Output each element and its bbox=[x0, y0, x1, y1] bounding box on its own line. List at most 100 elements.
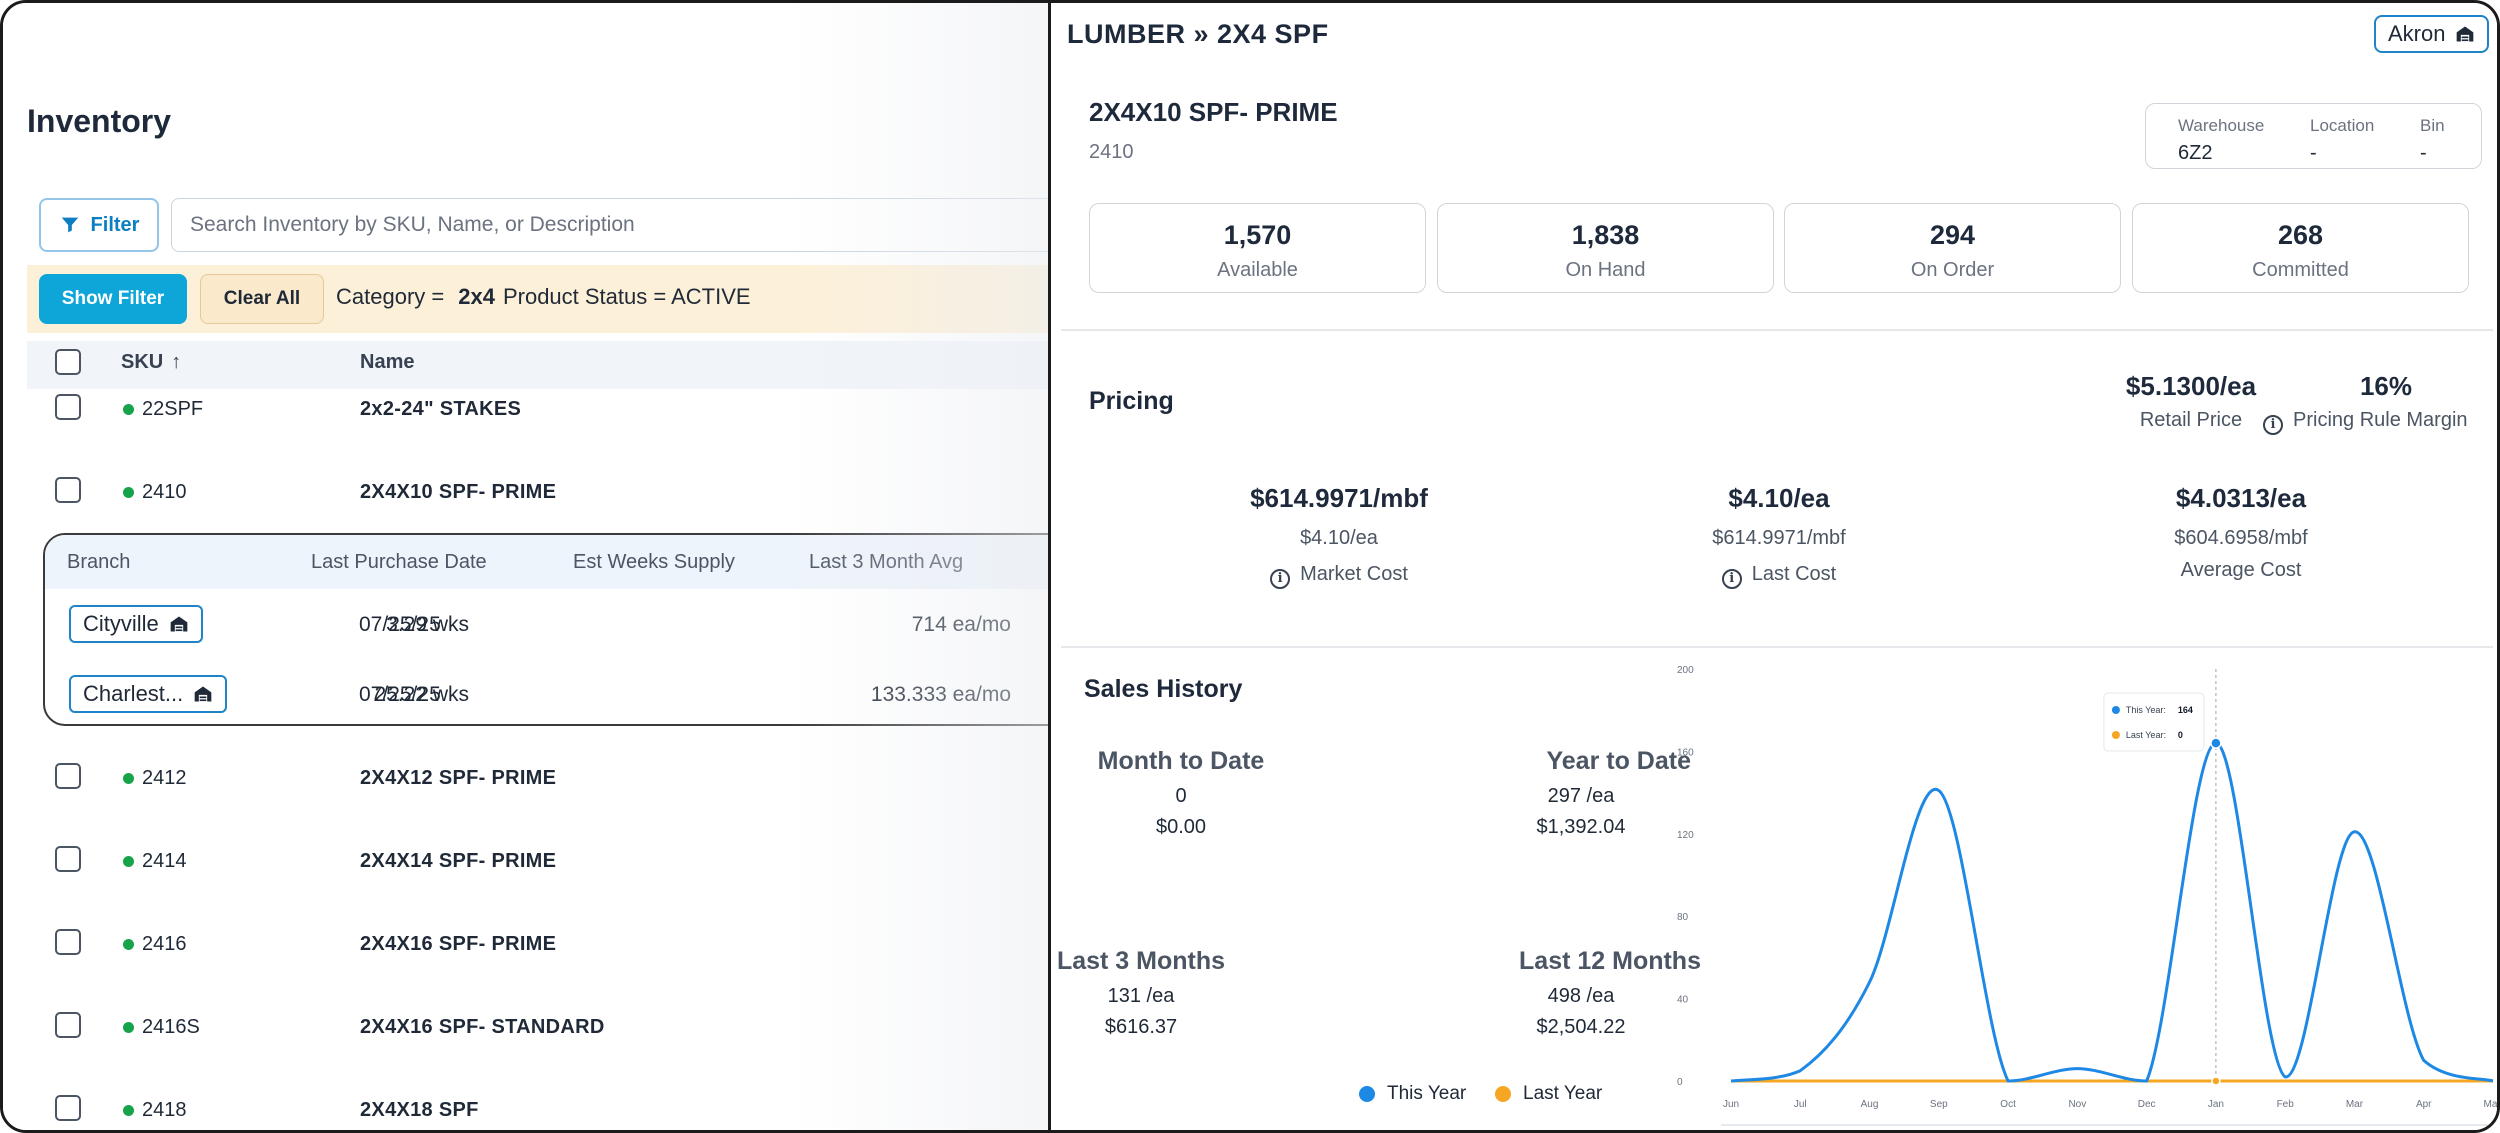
filter-chips[interactable]: Category = 2x4 Product Status = ACTIVE bbox=[336, 284, 751, 310]
x-tick-label: Nov bbox=[2068, 1099, 2086, 1110]
clear-all-button[interactable]: Clear All bbox=[200, 274, 324, 324]
l12m-amount: $2,504.22 bbox=[1536, 1016, 1626, 1038]
search-placeholder: Search Inventory by SKU, Name, or Descri… bbox=[190, 213, 635, 236]
category-filter-value: 2x4 bbox=[458, 284, 495, 309]
location-value: - bbox=[2310, 142, 2317, 164]
table-row[interactable]: 2416S 2X4X16 SPF- STANDARD bbox=[27, 1012, 1048, 1072]
search-input[interactable]: Search Inventory by SKU, Name, or Descri… bbox=[171, 198, 1048, 252]
y-tick-label: 0 bbox=[1677, 1077, 1683, 1088]
margin-label: Pricing Rule Margin bbox=[2293, 409, 2468, 431]
branch-row[interactable]: Charlest... 07/25/25 25.22 wks 133.333 e… bbox=[45, 675, 1048, 724]
row-name: 2X4X12 SPF- PRIME bbox=[360, 767, 557, 789]
this-year-highlight-point bbox=[2210, 737, 2222, 749]
row-checkbox[interactable] bbox=[55, 763, 81, 789]
last-year-highlight-point bbox=[2211, 1076, 2221, 1086]
filter-button[interactable]: Filter bbox=[39, 198, 159, 252]
info-icon[interactable]: i bbox=[1721, 568, 1742, 589]
row-checkbox[interactable] bbox=[55, 394, 81, 420]
sort-up-icon: ↑ bbox=[171, 351, 182, 373]
y-tick-label: 40 bbox=[1677, 995, 1689, 1006]
x-tick-label: May bbox=[2484, 1099, 2500, 1110]
row-checkbox[interactable] bbox=[55, 846, 81, 872]
branch-col-header: Branch bbox=[67, 551, 131, 573]
x-tick-label: Sep bbox=[1930, 1099, 1948, 1110]
branch-row[interactable]: Cityville 07/25/25 3.29 wks 714 ea/mo bbox=[45, 605, 1048, 665]
table-row[interactable]: 2410 2X4X10 SPF- PRIME bbox=[27, 477, 1048, 537]
sales-history-chart[interactable]: 0 40 80 120 160 200 Jun Jul Aug Sep Oct Nov Dec Jan Fe… bbox=[1661, 653, 2500, 1133]
bin-value: - bbox=[2420, 142, 2427, 164]
row-name: 2X4X18 SPF bbox=[360, 1099, 479, 1121]
sku-column-header[interactable]: SKU ↑ bbox=[121, 351, 181, 374]
last-purchase-date: 07/25/25 bbox=[359, 613, 441, 636]
row-checkbox[interactable] bbox=[55, 477, 81, 503]
mtd-label: Month to Date bbox=[1097, 747, 1265, 775]
stat-value: 268 bbox=[2277, 220, 2324, 250]
tooltip-this-year-value: 164 bbox=[2178, 705, 2193, 715]
tooltip-this-year-label: This Year: bbox=[2126, 705, 2166, 715]
warehouse-value: 6Z2 bbox=[2178, 142, 2213, 164]
row-name: 2X4X14 SPF- PRIME bbox=[360, 850, 557, 872]
status-dot-icon bbox=[123, 1105, 134, 1116]
branch-tag[interactable]: Cityville bbox=[69, 605, 203, 643]
last-cost-label-wrap[interactable]: i Last Cost bbox=[1619, 563, 1939, 589]
x-tick-label: Mar bbox=[2346, 1099, 2364, 1110]
last-cost-value: $4.10/ea bbox=[1728, 483, 1830, 513]
section-divider bbox=[1061, 329, 2493, 331]
page-title: Inventory bbox=[27, 103, 172, 139]
stat-label: On Hand bbox=[1565, 259, 1646, 281]
row-checkbox[interactable] bbox=[55, 1012, 81, 1038]
x-tick-label: Jul bbox=[1794, 1099, 1807, 1110]
sku-header-label: SKU bbox=[121, 351, 164, 373]
market-cost-value: $614.9971/mbf bbox=[1250, 483, 1428, 513]
x-tick-label: Jun bbox=[1723, 1099, 1739, 1110]
avg-col-header: Last 3 Month Avg bbox=[809, 551, 964, 573]
section-divider bbox=[1061, 646, 2493, 648]
row-checkbox[interactable] bbox=[55, 929, 81, 955]
stat-label: Available bbox=[1217, 259, 1298, 281]
filter-button-label: Filter bbox=[90, 213, 140, 236]
row-sku: 2414 bbox=[142, 850, 187, 872]
info-icon[interactable]: i bbox=[1270, 568, 1291, 589]
funnel-icon bbox=[61, 217, 78, 233]
branch-selector[interactable]: Akron bbox=[2374, 15, 2490, 53]
average-cost-sub: $604.6958/mbf bbox=[2174, 527, 2308, 549]
stat-label: On Order bbox=[1910, 259, 1995, 281]
legend-this-year[interactable]: This Year bbox=[1359, 1083, 1466, 1105]
branch-details-card: Branch Last Purchase Date Est Weeks Supp… bbox=[43, 533, 1048, 726]
margin-label-wrap[interactable]: i Pricing Rule Margin bbox=[2263, 409, 2497, 435]
status-dot-icon bbox=[123, 939, 134, 950]
pricing-title: Pricing bbox=[1089, 387, 1174, 415]
table-row[interactable]: 2416 2X4X16 SPF- PRIME bbox=[27, 929, 1048, 989]
legend-last-year[interactable]: Last Year bbox=[1495, 1083, 1602, 1105]
row-sku: 2416 bbox=[142, 933, 187, 955]
status-dot-icon bbox=[123, 773, 134, 784]
branch-selector-label: Akron bbox=[2388, 21, 2446, 46]
market-cost-label-wrap[interactable]: i Market Cost bbox=[1179, 563, 1499, 589]
location-label: Location bbox=[2310, 116, 2375, 135]
y-tick-label: 200 bbox=[1677, 665, 1694, 676]
status-dot-icon bbox=[123, 487, 134, 498]
l12m-qty: 498 /ea bbox=[1547, 985, 1615, 1007]
status-dot-icon bbox=[123, 404, 134, 415]
weeks-supply: 25.22 wks bbox=[374, 683, 469, 706]
table-row[interactable]: 22SPF 2x2-24" STAKES bbox=[27, 394, 1048, 454]
row-checkbox[interactable] bbox=[55, 1095, 81, 1121]
branch-tag[interactable]: Charlest... bbox=[69, 675, 228, 713]
ytd-label: Year to Date bbox=[1546, 747, 1691, 775]
info-icon[interactable]: i bbox=[2263, 414, 2283, 435]
x-tick-label: Dec bbox=[2138, 1099, 2156, 1110]
product-name: 2X4X10 SPF- PRIME bbox=[1089, 97, 1338, 127]
select-all-checkbox[interactable] bbox=[55, 349, 81, 380]
status-filter: Product Status = ACTIVE bbox=[502, 284, 751, 309]
row-sku: 2410 bbox=[142, 481, 187, 503]
table-row[interactable]: 2414 2X4X14 SPF- PRIME bbox=[27, 846, 1048, 906]
l3m-qty: 131 /ea bbox=[1107, 985, 1175, 1007]
table-row[interactable]: 2412 2X4X12 SPF- PRIME bbox=[27, 763, 1048, 823]
table-row[interactable]: 2418 2X4X18 SPF bbox=[27, 1095, 1048, 1130]
show-filter-button[interactable]: Show Filter bbox=[39, 274, 187, 324]
mtd-qty: 0 bbox=[1175, 785, 1187, 807]
pricing-margin: 16% bbox=[2359, 371, 2413, 401]
name-column-header[interactable]: Name bbox=[360, 351, 415, 373]
breadcrumb[interactable]: LUMBER » 2X4 SPF bbox=[1067, 19, 1329, 49]
